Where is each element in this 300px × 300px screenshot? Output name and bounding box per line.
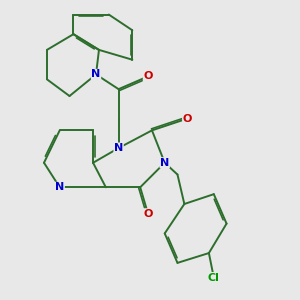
- Text: N: N: [160, 158, 169, 168]
- Text: N: N: [92, 69, 100, 80]
- Text: Cl: Cl: [208, 273, 220, 283]
- Text: O: O: [143, 209, 153, 219]
- Text: O: O: [143, 71, 153, 81]
- Text: N: N: [55, 182, 64, 192]
- Text: O: O: [183, 114, 192, 124]
- Text: N: N: [114, 143, 123, 153]
